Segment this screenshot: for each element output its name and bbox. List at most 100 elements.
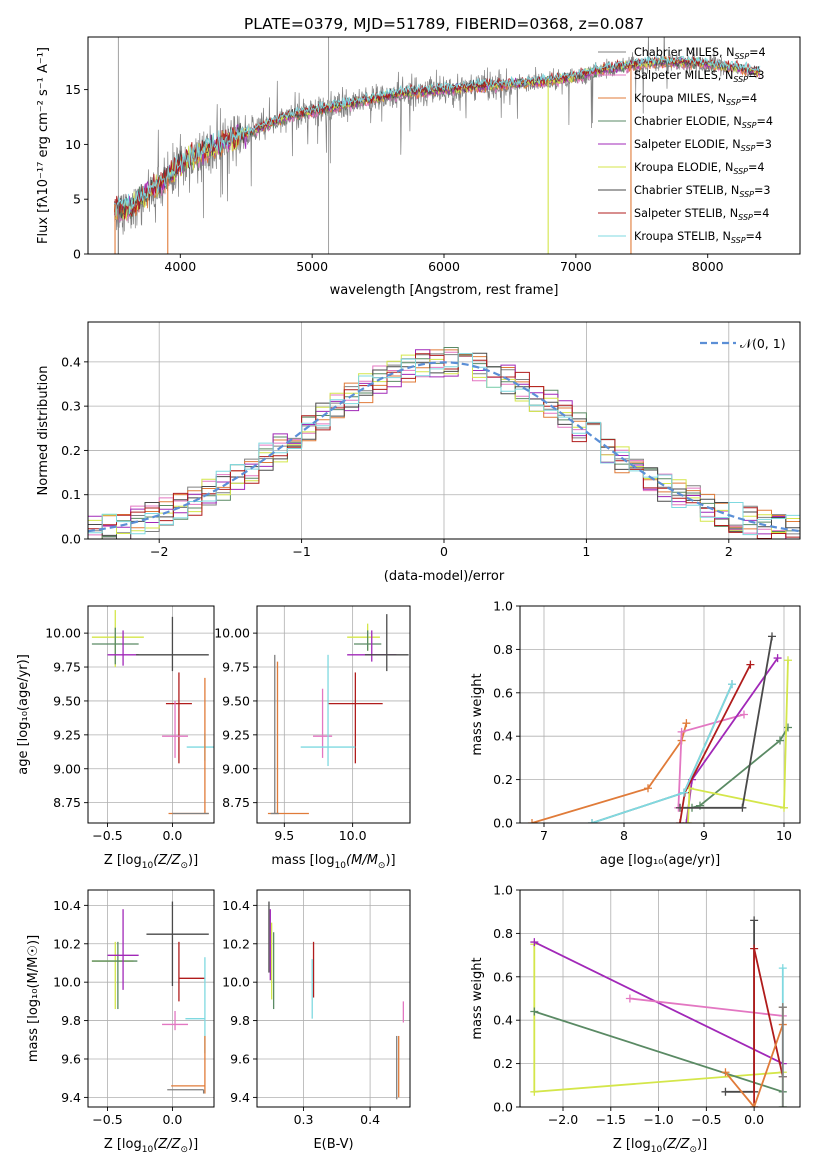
x-tick-label: −0.5 [92, 828, 122, 843]
series-marker [684, 819, 692, 823]
legend-entry: Kroupa STELIB, NSSP=4 [634, 230, 762, 245]
panel-mass-vs-ebv: 0.3 0.4 9.4 9.6 9.8 10.0 10.2 10.4 E(B-V) [222, 889, 411, 1152]
legend-entry-sub: SSP [741, 144, 756, 153]
series-marker [528, 819, 536, 823]
x-axis-label: (data-model)/error [384, 569, 505, 584]
legend-entry-base: Chabrier ELODIE, N [634, 115, 742, 128]
x-tick-label: 0.0 [744, 1112, 764, 1127]
panel-age-vs-mass: 9.5 10.0 8.75 9.00 9.25 9.50 9.75 10.00 mass [lo… [214, 605, 411, 871]
x-axis-label-sub: 10 [335, 861, 347, 871]
series-marker [728, 680, 736, 689]
axes-frame [519, 889, 801, 1108]
x-axis-label-sub: ⊙ [180, 1145, 188, 1155]
legend-entry-tail: =4 [756, 115, 773, 128]
y-tick-label: 9.4 [61, 1090, 81, 1105]
series-marker [778, 1103, 787, 1107]
plot-area [268, 901, 404, 1100]
plot-area [530, 916, 787, 1107]
x-tick-label: −0.5 [92, 1112, 122, 1127]
x-axis-label-sub: 10 [142, 1145, 154, 1155]
legend-entry-tail: =4 [746, 230, 763, 243]
series-chabrier-miles [778, 1003, 787, 1107]
y-tick-label: 8.75 [53, 795, 81, 810]
series-marker [780, 803, 788, 812]
x-tick-label: −1 [292, 544, 310, 559]
series-line [533, 941, 784, 1065]
series-marker [740, 710, 748, 719]
x-axis-label-part: mass [log [271, 853, 334, 868]
y-axis-label: mass [log₁₀(M/M☉)] [26, 935, 41, 1062]
y-tick-label: 9.8 [230, 1013, 250, 1028]
errorbar-chabrier-miles [270, 654, 279, 815]
axes-frame [256, 889, 411, 1108]
y-tick-label: 10.4 [53, 898, 81, 913]
legend-entry: Salpeter ELODIE, NSSP=3 [634, 138, 772, 153]
series-marker [750, 1103, 759, 1107]
axes-frame [519, 605, 801, 824]
series-marker [677, 727, 686, 736]
histogram-kroupa-stelib [88, 353, 800, 539]
legend-entry-sub: SSP [734, 52, 749, 61]
y-tick-label: 0.0 [493, 816, 513, 831]
x-tick-label: 6000 [428, 259, 460, 274]
errorbar-kroupa-stelib [300, 654, 356, 767]
y-tick-label: 15 [65, 82, 81, 97]
series-marker [746, 660, 755, 669]
histogram-salpeter-stelib [88, 353, 800, 539]
series-kroupa-stelib [588, 680, 736, 823]
errorbar-salpeter-miles [162, 1010, 189, 1031]
plot-area [88, 347, 800, 539]
series-marker [768, 632, 776, 641]
x-axis-label-sub: ⊙ [180, 861, 188, 871]
legend-entry: Kroupa ELODIE, NSSP=4 [634, 161, 765, 176]
plot-area [528, 632, 792, 823]
x-tick-label: −0.5 [691, 1112, 721, 1127]
legend-entry-base: Salpeter STELIB, N [634, 207, 738, 220]
y-tick-label: 9.6 [230, 1051, 250, 1066]
legend-entry: Kroupa MILES, NSSP=4 [634, 92, 757, 107]
y-axis-label: mass weight [470, 957, 485, 1039]
series-line [691, 727, 789, 809]
legend-entry-base: Kroupa MILES, N [634, 92, 726, 105]
y-tick-label: 9.75 [53, 660, 81, 675]
x-tick-label: 8000 [692, 259, 724, 274]
x-axis-label: Z [log10(Z/Z⊙)] [104, 853, 198, 871]
series-marker [750, 916, 759, 925]
legend-entry-tail: =3 [748, 69, 765, 82]
x-tick-label: 10 [776, 828, 792, 843]
legend-entry-base: Kroupa ELODIE, N [634, 161, 733, 174]
y-tick-label: 10 [65, 137, 81, 152]
x-tick-label: 1 [582, 544, 590, 559]
y-axis-label: age [log₁₀(age/yr)] [16, 654, 31, 775]
legend-entry-sub: SSP [742, 121, 757, 130]
normal-curve [88, 361, 800, 533]
histogram-salpeter-miles [88, 351, 800, 539]
y-tick-label: 0.1 [61, 487, 81, 502]
legend-entry: Salpeter MILES, NSSP=3 [634, 69, 765, 84]
errorbar-chabrier-stelib [364, 614, 409, 672]
legend-entry-sub: SSP [739, 190, 754, 199]
series-marker [738, 803, 747, 812]
y-tick-label: 0 [73, 247, 81, 262]
y-axis-label: Flux [fλ10⁻¹⁷ erg cm⁻² s⁻¹ A⁻¹] [36, 47, 51, 244]
y-tick-label: 10.0 [53, 975, 81, 990]
x-axis-label-part: )] [697, 1137, 707, 1152]
y-tick-label: 9.25 [222, 727, 250, 742]
plot-area [91, 901, 209, 1094]
y-tick-label: 0.2 [61, 443, 81, 458]
y-tick-label: 9.25 [53, 727, 81, 742]
y-tick-label: 10.00 [45, 626, 81, 641]
y-tick-label: 5 [73, 192, 81, 207]
series-line [629, 997, 783, 1017]
legend-entry-tail: =3 [755, 138, 772, 151]
x-tick-label: 5000 [296, 259, 328, 274]
panel-age-vs-Z: −0.5 0.0 8.75 9.00 9.25 9.50 9.75 10.00 Z [log10… [16, 605, 215, 871]
panel-mass-weight-vs-Z: −2.0 −1.5 −1.0 −0.5 0.0 0.0 0.2 0.4 0.6 0.8 1.0 Z [… [470, 883, 801, 1155]
series-marker [530, 938, 539, 947]
legend-entry-base: Chabrier MILES, N [634, 46, 734, 59]
series-marker [530, 1087, 539, 1096]
panel-mass-vs-Z: −0.5 0.0 9.4 9.6 9.8 10.0 10.2 10.4 Z [log10(Z/Z… [26, 889, 215, 1155]
series-chabrier-stelib [676, 632, 776, 812]
